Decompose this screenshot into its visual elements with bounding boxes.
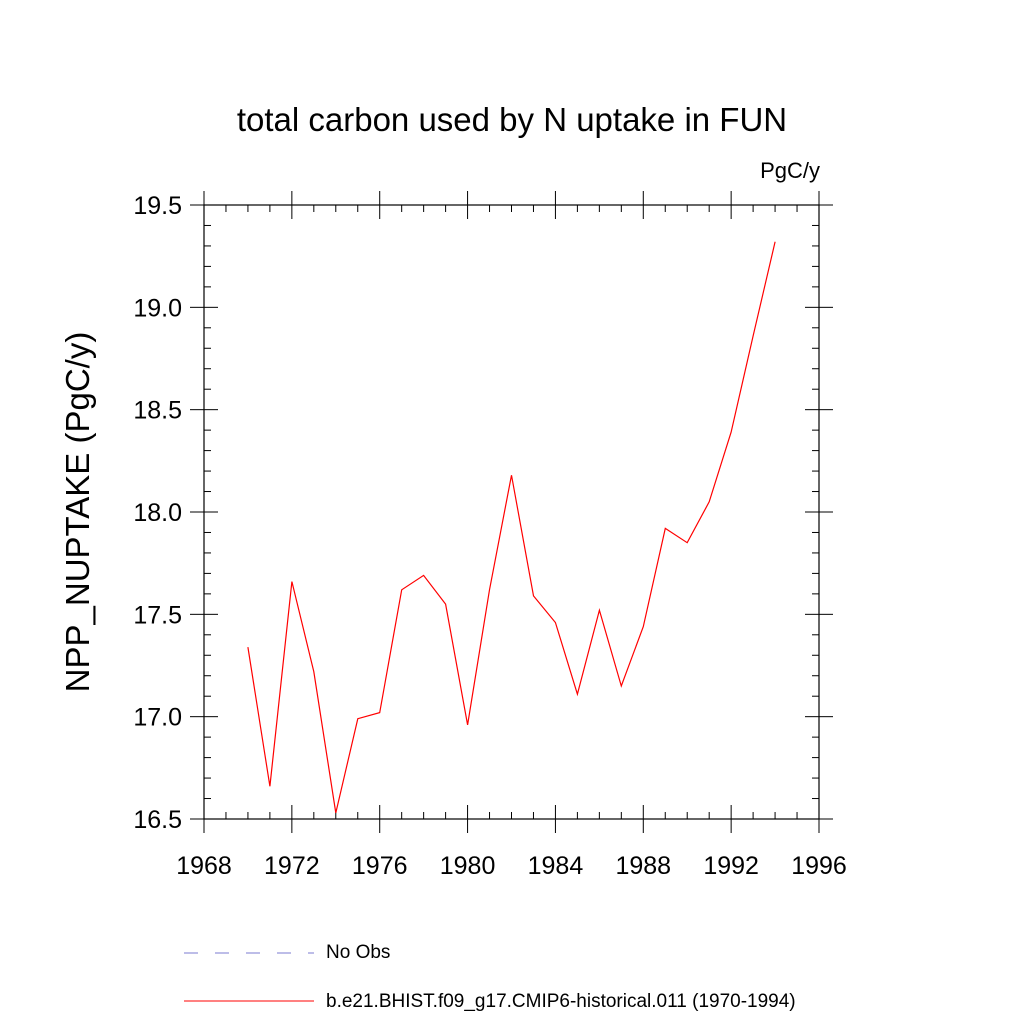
y-tick-label: 17.5 <box>133 601 182 629</box>
legend-label-model: b.e21.BHIST.f09_g17.CMIP6-historical.011… <box>326 991 796 1012</box>
y-tick-label: 19.0 <box>133 294 182 322</box>
series-line <box>247 241 776 814</box>
series-lines <box>247 241 776 814</box>
legend-lines <box>184 952 314 1002</box>
x-tick-label: 1976 <box>352 852 408 880</box>
x-tick-label: 1996 <box>791 852 847 880</box>
axis-ticks <box>190 191 833 833</box>
y-tick-label: 18.0 <box>133 499 182 527</box>
x-tick-label: 1980 <box>440 852 496 880</box>
x-tick-label: 1984 <box>528 852 584 880</box>
y-axis-label: NPP_NUPTAKE (PgC/y) <box>59 331 96 693</box>
x-tick-label: 1968 <box>176 852 232 880</box>
axis-tick-labels: 1968 1972 1976 1980 1984 1988 1992 1996 16.5 17.0… <box>133 192 846 880</box>
chart-title: total carbon used by N uptake in FUN <box>236 101 788 138</box>
plot-frame <box>203 204 820 820</box>
y-tick-label: 18.5 <box>133 397 182 425</box>
legend-label-no-obs: No Obs <box>326 942 391 963</box>
units-label: PgC/y <box>760 158 820 183</box>
y-tick-label: 19.5 <box>133 192 182 220</box>
y-tick-label: 17.0 <box>133 704 182 732</box>
y-tick-label: 16.5 <box>133 806 182 834</box>
x-tick-label: 1992 <box>703 852 759 880</box>
x-tick-label: 1988 <box>615 852 671 880</box>
x-tick-label: 1972 <box>264 852 320 880</box>
